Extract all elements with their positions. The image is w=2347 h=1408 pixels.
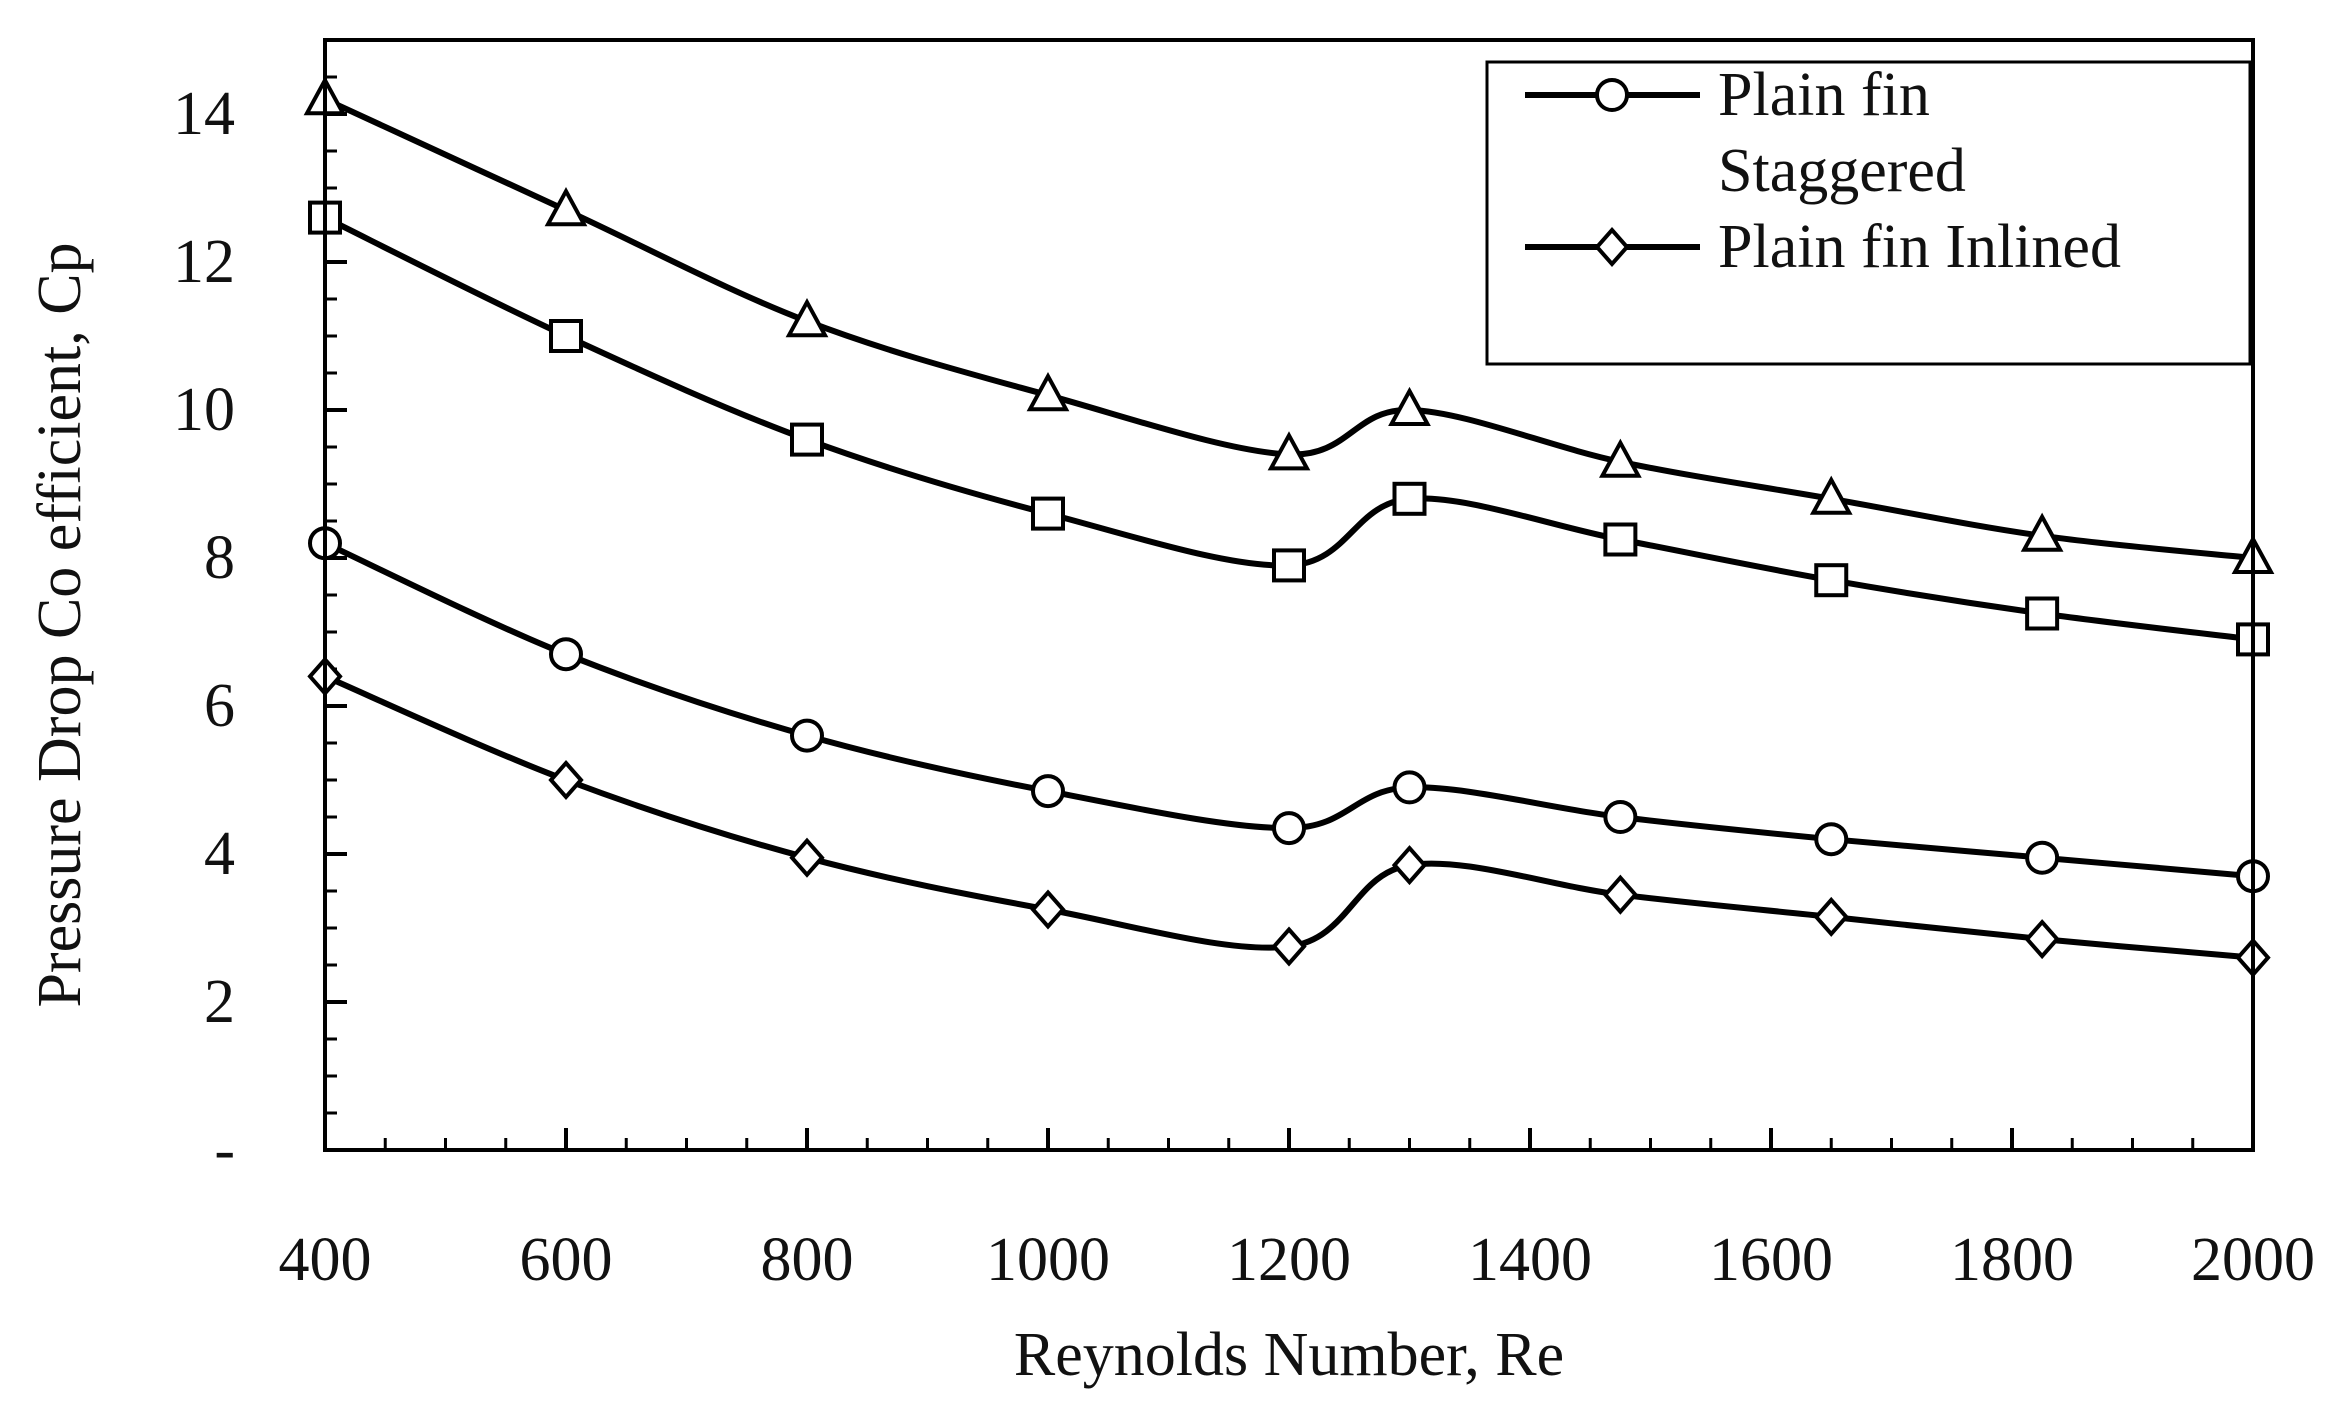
data-point-triangle bbox=[1388, 386, 1431, 426]
data-point-square bbox=[790, 422, 824, 457]
legend-entry-circle: Plain fin Staggered bbox=[1525, 61, 1966, 205]
series-square bbox=[308, 200, 2270, 657]
y-tick-label: 8 bbox=[204, 524, 235, 592]
data-point-triangle bbox=[1026, 372, 1070, 412]
data-point-square bbox=[1392, 481, 1427, 516]
y-tick-label: 10 bbox=[173, 376, 235, 444]
series-line-triangle bbox=[323, 96, 2254, 561]
y-axis-title: Pressure Drop Co efficient, Cp bbox=[26, 242, 94, 1007]
legend-entry-diamond: Plain fin Inlined bbox=[1525, 213, 2121, 281]
x-tick-label: 400 bbox=[279, 1226, 372, 1294]
data-point-diamond bbox=[1813, 896, 1849, 937]
series-line-diamond bbox=[323, 673, 2254, 961]
series-line-circle bbox=[323, 540, 2254, 880]
data-point-circle bbox=[1603, 800, 1638, 834]
data-point-square bbox=[549, 319, 583, 353]
data-point-triangle bbox=[785, 298, 829, 338]
series-triangle bbox=[303, 76, 2275, 574]
data-point-circle bbox=[1272, 811, 1306, 846]
x-tick-label: 800 bbox=[761, 1226, 854, 1294]
series-line-square bbox=[323, 214, 2254, 643]
data-point-square bbox=[1031, 496, 1065, 531]
y-tick-label: 12 bbox=[173, 228, 235, 296]
series-diamond bbox=[307, 656, 2271, 978]
data-point-circle bbox=[2025, 840, 2060, 875]
data-point-triangle bbox=[1267, 431, 1311, 471]
x-tick-label: 1400 bbox=[1468, 1226, 1592, 1294]
y-tick-label: 6 bbox=[204, 672, 235, 740]
x-tick-label: 1600 bbox=[1709, 1226, 1833, 1294]
legend-box bbox=[1485, 60, 2252, 366]
data-point-square bbox=[1814, 563, 1849, 598]
legend-marker-circle bbox=[1595, 78, 1629, 112]
data-point-diamond bbox=[2024, 919, 2060, 960]
data-point-triangle bbox=[1809, 475, 1853, 515]
y-tick-label: 2 bbox=[204, 968, 235, 1036]
data-point-circle bbox=[1031, 774, 1065, 809]
legend: Plain fin Staggered Plain fin Inlined bbox=[1485, 60, 2252, 366]
data-point-circle bbox=[1814, 822, 1849, 857]
data-point-diamond bbox=[1602, 874, 1639, 915]
data-point-diamond bbox=[789, 837, 825, 878]
x-tick-label: 2000 bbox=[2191, 1226, 2315, 1294]
data-point-diamond bbox=[1030, 889, 1066, 930]
data-point-circle bbox=[549, 637, 583, 672]
data-point-triangle bbox=[544, 187, 588, 227]
data-point-triangle bbox=[2020, 512, 2064, 552]
x-tick-label: 1000 bbox=[986, 1226, 1110, 1294]
data-point-diamond bbox=[1271, 926, 1307, 967]
x-tick-label: 1800 bbox=[1950, 1226, 2074, 1294]
data-point-square bbox=[1603, 522, 1638, 557]
legend-entries: Plain fin Staggered Plain fin Inlined bbox=[1525, 61, 2121, 281]
axes: - 2 4 6 8 10 12 14 400 600 800 1000 1200 1400 1600 1800… bbox=[26, 80, 2315, 1389]
data-point-diamond bbox=[548, 759, 584, 801]
data-point-circle bbox=[1392, 770, 1427, 805]
x-tick-label: 1200 bbox=[1227, 1226, 1351, 1294]
y-tick-label: 14 bbox=[173, 80, 235, 148]
data-point-square bbox=[2025, 596, 2060, 631]
data-point-square bbox=[1272, 548, 1306, 583]
data-point-circle bbox=[790, 718, 824, 753]
x-axis-title: Reynolds Number, Re bbox=[1014, 1321, 1564, 1389]
y-tick-label: - bbox=[214, 1116, 235, 1184]
legend-label: Staggered bbox=[1718, 137, 1966, 205]
legend-label: Plain fin bbox=[1718, 61, 1930, 129]
x-tick-label: 600 bbox=[520, 1226, 613, 1294]
y-tick-label: 4 bbox=[204, 820, 235, 888]
data-point-diamond bbox=[1391, 845, 1428, 886]
legend-label: Plain fin Inlined bbox=[1718, 213, 2121, 281]
data-point-triangle bbox=[1599, 438, 1642, 478]
legend-marker-diamond bbox=[1594, 226, 1630, 268]
